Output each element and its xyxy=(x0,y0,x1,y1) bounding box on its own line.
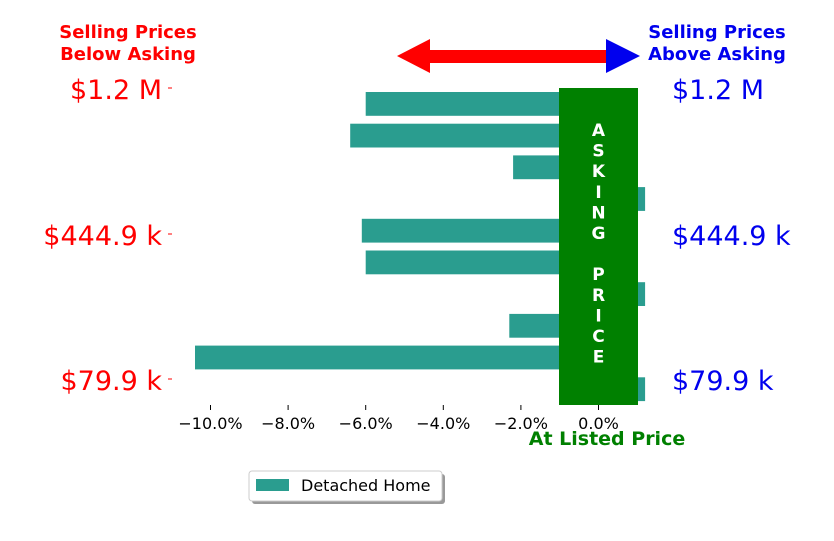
price-label-right-top: $1.2 M xyxy=(672,75,764,106)
arrow-left-head-icon xyxy=(397,39,430,73)
x-tick-label: −6.0% xyxy=(339,414,393,433)
bar-6 xyxy=(365,250,599,275)
x-tick-label: 0.0% xyxy=(578,414,619,433)
price-label-left-top: $1.2 M xyxy=(70,75,162,106)
asking-band-letter: E xyxy=(593,348,605,368)
x-tick-label: −2.0% xyxy=(494,414,548,433)
asking-band-letter: G xyxy=(592,224,606,244)
price-label-left-mid: $444.9 k xyxy=(43,221,162,252)
below-asking-title-line1: Selling Prices xyxy=(59,22,196,43)
arrow-right-head-icon xyxy=(606,39,640,73)
price-label-left-bottom: $79.9 k xyxy=(60,366,162,397)
arrow-left-shaft xyxy=(428,50,612,63)
legend-box xyxy=(248,470,443,502)
x-tick-label: −10.0% xyxy=(178,414,242,433)
asking-band-letter: C xyxy=(592,327,604,347)
bar-9 xyxy=(195,345,599,370)
double-arrow-icon xyxy=(397,39,640,73)
asking-band-letter: I xyxy=(595,183,601,203)
asking-band-letter: S xyxy=(592,142,604,162)
legend-label-detached-home: Detached Home xyxy=(301,476,431,495)
above-asking-title-line1: Selling Prices xyxy=(648,22,785,43)
price-label-right-mid: $444.9 k xyxy=(672,221,791,252)
bar-1 xyxy=(365,92,599,116)
asking-band-letter: I xyxy=(595,306,601,326)
bar-2 xyxy=(350,123,599,148)
x-axis-ticks: −10.0% −8.0% −6.0% −4.0% −2.0% 0.0% xyxy=(178,405,619,433)
above-asking-title-line2: Above Asking xyxy=(648,44,786,65)
at-listed-price-label: At Listed Price xyxy=(529,428,685,450)
asking-band-letter: K xyxy=(592,162,606,182)
asking-band-letter: R xyxy=(592,286,605,306)
legend-swatch xyxy=(256,479,289,491)
asking-band-letter: P xyxy=(592,265,604,285)
asking-band-letter: A xyxy=(592,121,606,141)
below-asking-title-line2: Below Asking xyxy=(60,44,196,65)
x-tick-label: −8.0% xyxy=(261,414,315,433)
price-label-right-bottom: $79.9 k xyxy=(672,366,774,397)
asking-band-letter: N xyxy=(591,203,605,223)
legend: Detached Home xyxy=(248,470,445,504)
asking-price-band xyxy=(559,88,638,405)
bar-5 xyxy=(361,218,599,243)
x-tick-label: −4.0% xyxy=(416,414,470,433)
